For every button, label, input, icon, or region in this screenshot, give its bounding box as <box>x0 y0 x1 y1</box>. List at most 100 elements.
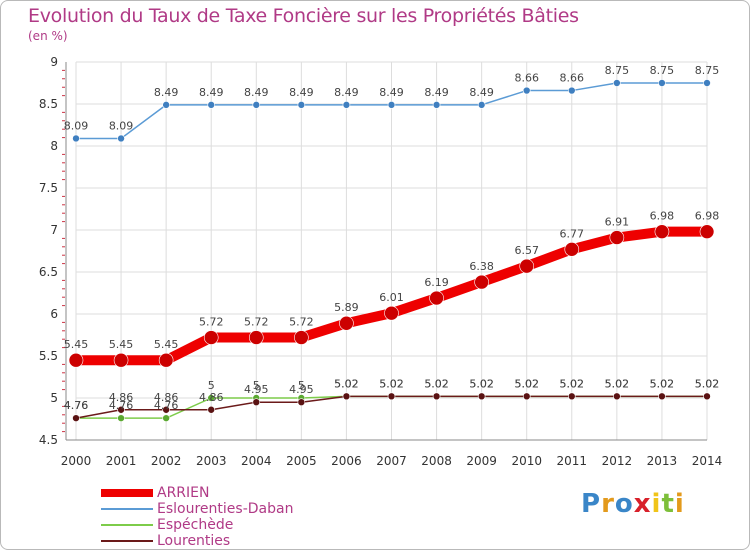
data-label: 8.75 <box>650 64 675 77</box>
data-label: 4.86 <box>154 391 179 404</box>
data-point <box>252 101 261 109</box>
data-point <box>203 330 219 345</box>
data-label: 5 <box>208 379 215 392</box>
data-label: 5.02 <box>514 377 539 390</box>
data-label: 8.75 <box>695 64 720 77</box>
data-label: 6.57 <box>514 244 539 257</box>
data-point <box>477 101 486 109</box>
data-label: 5.72 <box>289 316 314 329</box>
x-tick-label: 2008 <box>421 454 452 468</box>
data-label: 5.02 <box>650 377 675 390</box>
data-label: 5.02 <box>469 377 494 390</box>
data-point <box>432 392 441 401</box>
legend-label: Lourenties <box>157 533 231 549</box>
data-point <box>207 101 216 109</box>
legend-label: ARRIEN <box>157 485 210 501</box>
data-label: 5.02 <box>695 377 720 390</box>
data-point <box>294 330 309 345</box>
data-point <box>117 414 125 422</box>
data-label: 6.98 <box>650 210 675 223</box>
data-label: 5.02 <box>469 377 494 390</box>
data-point <box>522 86 531 95</box>
data-label: 4.76 <box>154 399 179 412</box>
data-label: 5.02 <box>379 377 404 390</box>
series-lines <box>68 79 715 422</box>
data-point <box>252 398 261 407</box>
data-label: 4.86 <box>199 391 224 404</box>
data-label: 8.66 <box>560 72 585 85</box>
data-label: 5 <box>298 379 305 392</box>
legend-swatch <box>101 540 153 542</box>
data-point <box>567 392 576 401</box>
data-point <box>477 392 486 401</box>
data-point <box>432 101 441 109</box>
data-label: 6.19 <box>424 276 449 289</box>
x-tick-label: 2009 <box>466 454 497 468</box>
data-label: 8.49 <box>334 86 359 99</box>
data-point <box>703 392 711 401</box>
data-label: 5.02 <box>334 377 359 390</box>
data-label: 5.02 <box>560 377 585 390</box>
data-label: 4.76 <box>109 399 134 412</box>
legend-item: Lourenties <box>101 533 361 549</box>
data-label: 5.02 <box>379 377 404 390</box>
x-tick-label: 2002 <box>151 454 182 468</box>
data-label: 4.95 <box>244 383 269 396</box>
data-point <box>207 394 216 402</box>
x-tick-label: 2003 <box>196 454 227 468</box>
data-label: 8.49 <box>379 86 404 99</box>
data-label: 4.86 <box>109 391 134 404</box>
data-label: 8.49 <box>154 86 179 99</box>
x-tick-label: 2000 <box>61 454 92 468</box>
data-point <box>429 290 444 306</box>
data-label: 6.77 <box>560 227 585 240</box>
x-tick-label: 2010 <box>511 454 542 468</box>
data-label: 5.02 <box>424 377 449 390</box>
data-label: 5.45 <box>154 338 179 351</box>
logo-letter: r <box>601 489 615 519</box>
data-label: 5.89 <box>334 301 359 314</box>
series-eslourenties-daban <box>72 79 711 143</box>
data-label: 5.72 <box>199 316 224 329</box>
data-point <box>339 315 354 331</box>
data-point <box>564 242 580 257</box>
data-label: 5.45 <box>64 338 89 351</box>
series-arrien <box>68 224 715 368</box>
data-label: 5.02 <box>560 377 585 390</box>
legend-item: ARRIEN <box>101 485 361 501</box>
data-point <box>387 101 396 109</box>
data-label: 5.72 <box>244 316 269 329</box>
y-tick-label: 7.5 <box>39 181 58 195</box>
y-tick-label: 6.5 <box>39 265 58 279</box>
chart-unit-label: (en %) <box>28 29 68 43</box>
data-label: 6.91 <box>605 216 630 229</box>
logo-letter: t <box>661 489 675 519</box>
data-label: 5.45 <box>109 338 134 351</box>
data-label: 8.49 <box>469 86 494 99</box>
data-label: 8.49 <box>424 86 449 99</box>
data-point <box>162 414 170 422</box>
x-tick-label: 2001 <box>106 454 137 468</box>
data-label: 4.95 <box>289 383 314 396</box>
data-label: 4.76 <box>64 399 89 412</box>
data-point <box>162 101 170 109</box>
data-label: 5.02 <box>695 377 720 390</box>
data-point <box>68 352 84 368</box>
data-point <box>72 134 80 143</box>
data-point <box>703 79 711 87</box>
data-point <box>609 230 625 245</box>
x-tick-label: 2006 <box>331 454 362 468</box>
data-label: 5.02 <box>424 377 449 390</box>
data-label: 6.38 <box>469 260 494 273</box>
logo-letter: i <box>651 489 662 519</box>
y-tick-label: 4.5 <box>39 433 58 447</box>
data-point <box>297 101 306 109</box>
data-point <box>567 86 576 95</box>
data-point <box>384 305 399 321</box>
logo-letter: P <box>581 489 602 519</box>
proxiti-logo: Proxiti <box>581 489 685 519</box>
data-label: 5.02 <box>334 377 359 390</box>
